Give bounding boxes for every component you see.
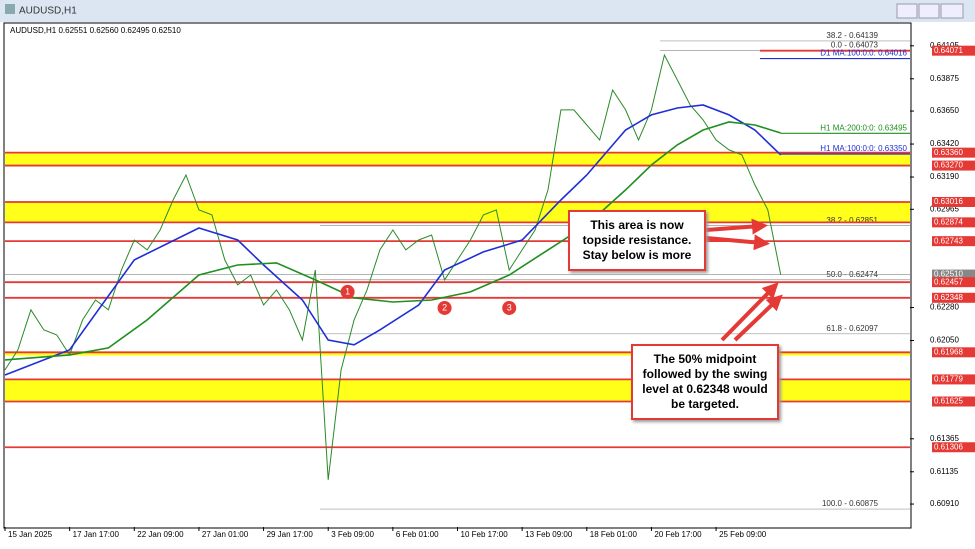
level-tag [932,45,975,56]
level-label: 0.63016 [934,197,963,206]
annotation: This area is now topside resistance. Sta… [568,210,706,271]
level-label: 0.62348 [934,293,963,302]
x-tick-label: 10 Feb 17:00 [461,530,509,539]
window-buttons[interactable] [896,3,964,19]
x-tick-label: 17 Jan 17:00 [73,530,120,539]
annotation: The 50% midpoint followed by the swing l… [631,344,779,420]
zone [5,201,910,223]
level-label: 0.63360 [934,148,963,157]
ma-label: H1 MA:100:0:0: 0.63350 [820,144,907,153]
level-tag [932,292,975,303]
arrow [705,218,768,235]
level-label: 0.61625 [934,397,963,406]
y-tick-label: 0.62050 [930,336,959,345]
series-line [4,121,781,361]
y-tick-label: 0.62965 [930,204,959,213]
level-label: 0.61779 [934,375,963,384]
zone [5,352,910,356]
y-tick-label: 0.60910 [930,499,959,508]
level-tag [932,196,975,207]
marker [502,300,517,315]
level-tag [932,160,975,171]
x-tick-label: 27 Jan 01:00 [202,530,249,539]
level-tag [932,374,975,385]
x-tick-label: 18 Feb 01:00 [590,530,638,539]
y-tick-label: 0.63875 [930,74,959,83]
level-tag [932,277,975,288]
level-tag [932,147,975,158]
marker-label: 2 [442,302,447,312]
marker-label: 3 [507,302,512,312]
zone [5,152,910,166]
level-label: 0.64071 [934,46,963,55]
ma-label: D1 MA:100:0:0: 0.64016 [820,49,907,58]
x-tick-label: 13 Feb 09:00 [525,530,573,539]
y-tick-label: 0.63650 [930,106,959,115]
series-line [4,104,782,376]
y-tick-label: 0.63190 [930,172,959,181]
marker-label: 1 [345,286,350,296]
x-tick-label: 22 Jan 09:00 [137,530,184,539]
x-tick-label: 3 Feb 09:00 [331,530,374,539]
x-tick-label: 25 Feb 09:00 [719,530,767,539]
plot-frame [3,22,912,529]
y-tick-label: 0.61135 [930,467,959,476]
window-icon [5,4,15,14]
marker [340,284,355,299]
series-line [4,53,782,480]
fib-label: 38.2 - 0.62851 [826,216,878,225]
y-tick-label: 0.64105 [930,41,959,50]
level-label: 0.62874 [934,217,963,226]
level-label: 0.62457 [934,277,963,286]
arrow [720,282,779,342]
x-tick-label: 15 Jan 2025 [8,530,53,539]
level-label: 0.61968 [934,347,963,356]
level-tag [932,269,975,280]
level-tag [932,442,975,453]
x-tick-label: 20 Feb 17:00 [654,530,702,539]
level-label: 0.62510 [934,270,963,279]
marker [437,300,452,315]
fib-label: 0.0 - 0.64073 [831,40,879,49]
x-tick-label: 6 Feb 01:00 [396,530,439,539]
x-tick-label: 29 Jan 17:00 [267,530,314,539]
level-label: 0.63270 [934,161,963,170]
level-tag [932,217,975,228]
fib-label: 38.2 - 0.64139 [826,31,878,40]
level-label: 0.62743 [934,236,963,245]
ma-label: H1 MA:200:0:0: 0.63495 [820,123,907,132]
arrow [733,294,783,342]
fib-label: 100.0 - 0.60875 [822,499,879,508]
y-tick-label: 0.63420 [930,139,959,148]
level-tag [932,396,975,407]
fib-label: 61.8 - 0.62097 [826,324,878,333]
arrow [705,234,770,251]
level-label: 0.61306 [934,442,963,451]
level-tag [932,236,975,247]
level-tag [932,347,975,358]
chart-header: AUDUSD,H1 0.62551 0.62560 0.62495 0.6251… [10,26,181,35]
window-title: AUDUSD,H1 [19,6,77,17]
title-bar [0,0,975,22]
y-tick-label: 0.62280 [930,303,959,312]
y-tick-label: 0.61365 [930,434,959,443]
